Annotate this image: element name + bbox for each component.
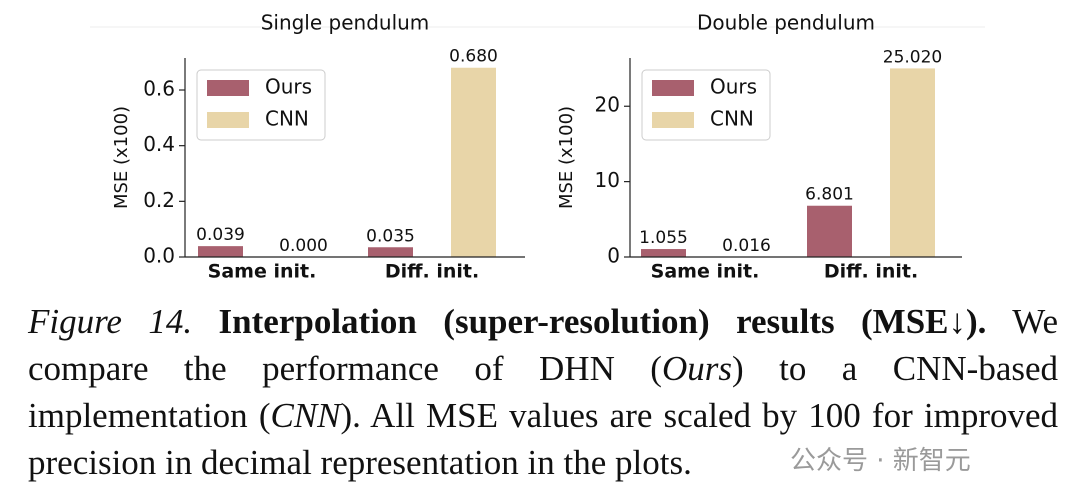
- legend-label: Ours: [710, 75, 757, 99]
- caption-text: Ours: [661, 349, 732, 388]
- value-label: 1.055: [639, 228, 688, 248]
- x-tick-label: Diff. init.: [385, 261, 479, 283]
- value-label: 0.680: [449, 47, 498, 67]
- value-label: 6.801: [805, 185, 854, 205]
- value-label: 0.039: [196, 225, 245, 245]
- value-label: 0.000: [279, 236, 328, 256]
- legend-swatch: [652, 80, 694, 96]
- chart-title: Single pendulum: [261, 11, 430, 35]
- bar: [807, 205, 852, 257]
- bar: [368, 247, 413, 257]
- bar: [890, 68, 935, 257]
- figure: Single pendulum MSE (x100) 0.0 0.2 0.4 0.6 Sam…: [90, 11, 985, 283]
- y-tick-label: 0.2: [143, 188, 175, 212]
- bar: [451, 67, 496, 257]
- legend-label: CNN: [265, 107, 309, 131]
- caption-text: ). All MSE values are scaled by 100 for …: [28, 396, 1059, 482]
- bar: [641, 249, 686, 257]
- y-tick-label: 0.0: [143, 244, 175, 268]
- x-tick-label: Diff. init.: [824, 261, 918, 283]
- caption-label: Figure 14.: [28, 302, 193, 341]
- legend-swatch: [207, 112, 249, 128]
- caption-text: CNN: [270, 396, 341, 435]
- value-label: 25.020: [883, 47, 942, 67]
- y-axis-label: MSE (x100): [556, 106, 577, 209]
- y-tick-label: 0.6: [143, 77, 175, 101]
- value-label: 0.016: [722, 236, 771, 256]
- y-tick-label: 0.4: [143, 132, 175, 156]
- legend-label: CNN: [710, 107, 754, 131]
- watermark: 公众号 · 新智元: [790, 440, 971, 477]
- legend-swatch: [652, 112, 694, 128]
- chart-title: Double pendulum: [697, 11, 875, 35]
- y-axis-label: MSE (x100): [111, 106, 132, 209]
- caption-text: We compare the performance of DHN (: [28, 302, 1058, 388]
- y-tick-label: 0: [607, 244, 620, 268]
- x-tick-label: Same init.: [651, 261, 760, 283]
- y-tick-label: 20: [595, 93, 620, 117]
- legend-label: Ours: [265, 75, 312, 99]
- caption-title: Interpolation (super-resolution) results…: [218, 302, 987, 341]
- caption: Figure 14. Interpolation (super-resoluti…: [28, 298, 1058, 486]
- legend-swatch: [207, 80, 249, 96]
- value-label: 0.035: [366, 226, 415, 246]
- bar: [198, 246, 243, 257]
- x-tick-label: Same init.: [208, 261, 317, 283]
- caption-text: ) to a CNN-based implementation (: [28, 349, 1059, 435]
- y-tick-label: 10: [595, 168, 620, 192]
